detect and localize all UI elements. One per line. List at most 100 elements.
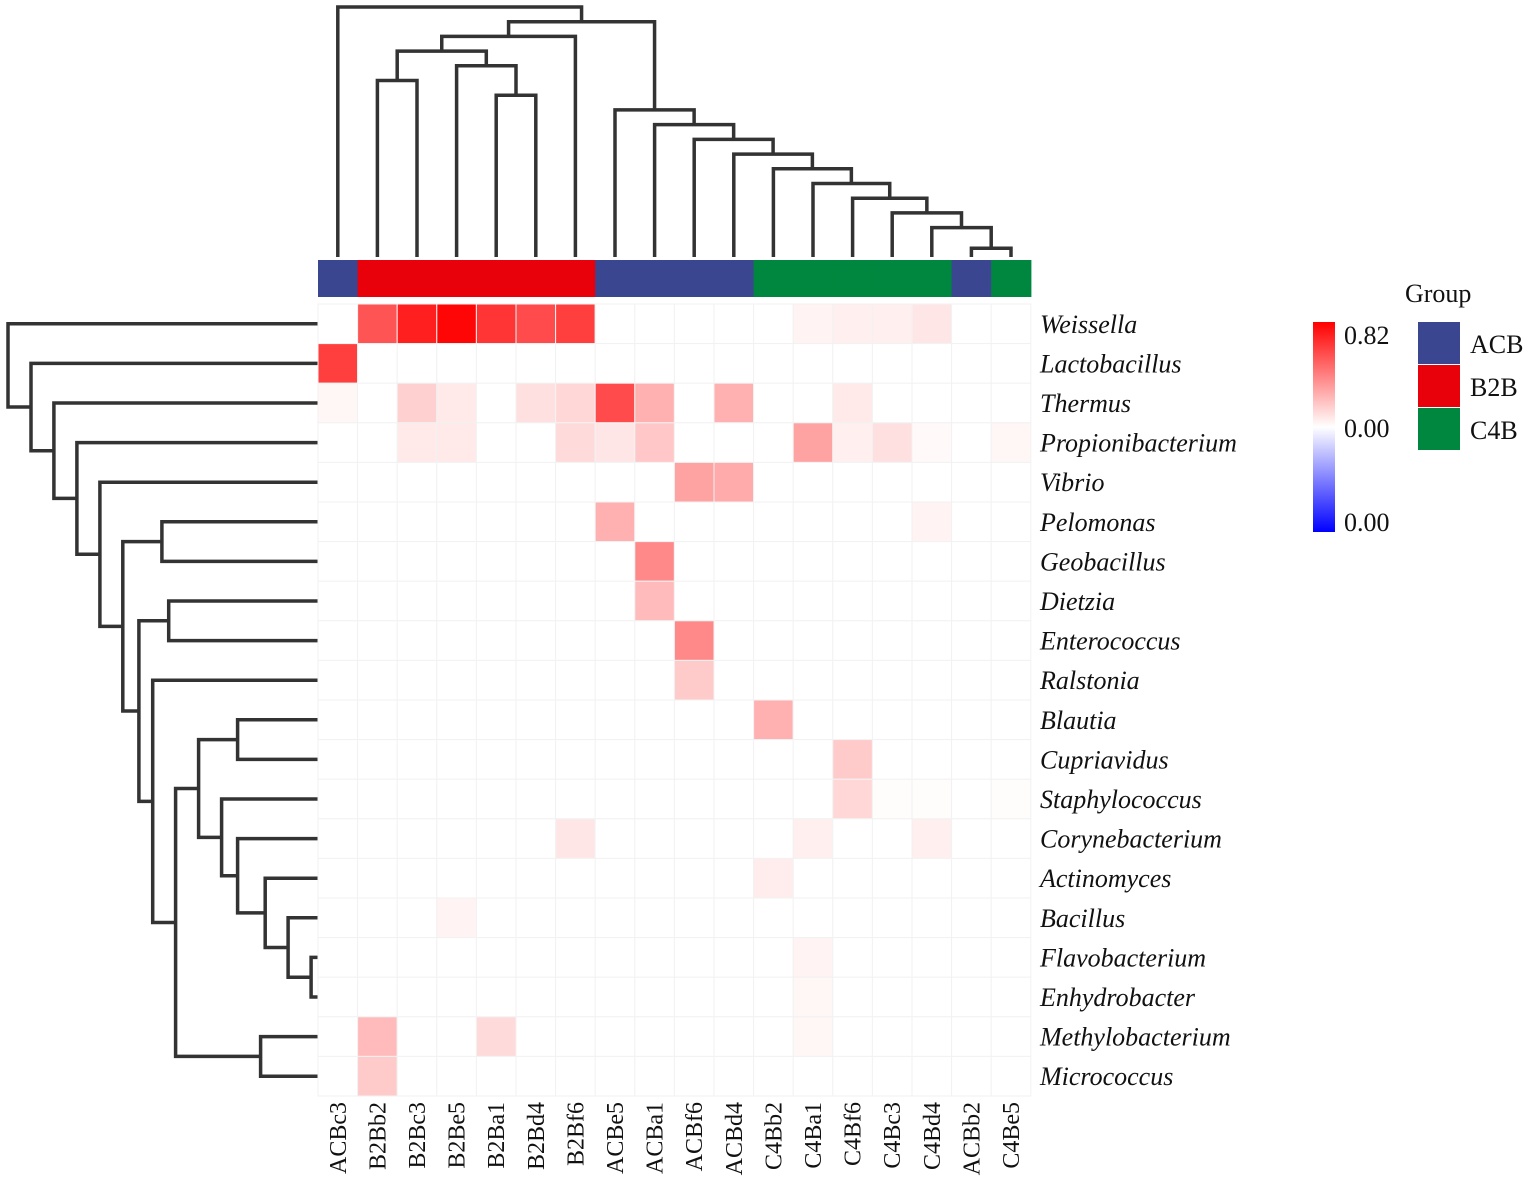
heatmap-cell bbox=[673, 659, 715, 701]
heatmap-cell bbox=[713, 343, 755, 384]
heatmap-cell bbox=[951, 897, 992, 939]
heatmap-cell bbox=[555, 937, 596, 978]
heatmap-cell bbox=[555, 739, 596, 780]
heatmap-cell bbox=[753, 857, 794, 899]
heatmap-cell bbox=[555, 303, 596, 345]
heatmap-cell bbox=[673, 620, 715, 661]
heatmap-cell bbox=[713, 937, 755, 978]
heatmap-cell bbox=[475, 422, 517, 463]
legend-label-c4b: C4B bbox=[1470, 416, 1518, 445]
heatmap-cell bbox=[357, 501, 398, 543]
heatmap-cell bbox=[515, 1055, 557, 1097]
heatmap-cell bbox=[871, 343, 913, 384]
heatmap-cell bbox=[871, 976, 913, 1018]
heatmap-cell bbox=[515, 778, 557, 820]
heatmap-cell bbox=[555, 699, 596, 741]
heatmap-cell bbox=[871, 461, 913, 503]
legend-swatch-acb bbox=[1418, 322, 1460, 364]
heatmap-cell bbox=[475, 620, 517, 661]
legend-swatch-b2b bbox=[1418, 365, 1460, 407]
heatmap-cell bbox=[475, 382, 517, 424]
row-label: Bacillus bbox=[1040, 904, 1125, 933]
heatmap-cell bbox=[475, 818, 517, 859]
heatmap-cell bbox=[436, 343, 477, 384]
heatmap-cell bbox=[951, 857, 992, 899]
heatmap-cell bbox=[832, 857, 873, 899]
heatmap-cell bbox=[990, 1016, 1032, 1057]
heatmap-cell bbox=[555, 422, 596, 463]
heatmap-cell bbox=[317, 303, 359, 345]
heatmap-cell bbox=[594, 461, 636, 503]
heatmap-cell bbox=[673, 937, 715, 978]
heatmap-cell bbox=[792, 382, 834, 424]
group-bar-segment bbox=[436, 260, 477, 297]
heatmap-cell bbox=[475, 303, 517, 345]
heatmap-cell bbox=[555, 818, 596, 859]
heatmap-cell bbox=[713, 501, 755, 543]
group-legend-title: Group bbox=[1405, 279, 1471, 308]
group-bar-segment bbox=[318, 260, 359, 297]
heatmap-cell bbox=[515, 659, 557, 701]
column-label: B2Bb2 bbox=[365, 1102, 391, 1170]
column-label: ACBd4 bbox=[722, 1102, 748, 1175]
heatmap-cell bbox=[515, 857, 557, 899]
heatmap-cell bbox=[436, 857, 477, 899]
heatmap-cell bbox=[396, 580, 438, 622]
heatmap-cell bbox=[436, 501, 477, 543]
heatmap-cell bbox=[990, 739, 1032, 780]
row-label: Propionibacterium bbox=[1039, 429, 1237, 458]
heatmap-cell bbox=[634, 897, 675, 939]
group-bar-segment bbox=[516, 260, 557, 297]
column-label: B2Be5 bbox=[445, 1102, 471, 1169]
heatmap-cell bbox=[634, 937, 675, 978]
heatmap-cell bbox=[634, 343, 675, 384]
heatmap-cell bbox=[713, 778, 755, 820]
heatmap-cell bbox=[475, 541, 517, 582]
heatmap-cell bbox=[753, 659, 794, 701]
heatmap-cell bbox=[515, 897, 557, 939]
legend-label-acb: ACB bbox=[1470, 330, 1523, 359]
heatmap-cell bbox=[871, 818, 913, 859]
heatmap-cell bbox=[475, 699, 517, 741]
heatmap-cell bbox=[594, 343, 636, 384]
heatmap-cell bbox=[990, 818, 1032, 859]
column-label: C4Bd4 bbox=[920, 1102, 946, 1170]
group-bar-segment bbox=[555, 260, 596, 297]
heatmap-cell bbox=[357, 382, 398, 424]
heatmap-cell bbox=[911, 343, 953, 384]
heatmap-cell bbox=[871, 739, 913, 780]
heatmap-cell bbox=[713, 1016, 755, 1057]
heatmap-cell bbox=[792, 699, 834, 741]
heatmap-cells bbox=[317, 303, 1032, 1097]
column-label: C4Ba1 bbox=[801, 1102, 827, 1169]
heatmap-cell bbox=[911, 541, 953, 582]
dendrogram-branch bbox=[850, 196, 929, 257]
heatmap-cell bbox=[317, 343, 359, 384]
heatmap-cell bbox=[753, 699, 794, 741]
heatmap-cell bbox=[871, 580, 913, 622]
dendrogram-branch bbox=[930, 225, 993, 257]
heatmap-cell bbox=[634, 501, 675, 543]
heatmap-cell bbox=[792, 1055, 834, 1097]
heatmap-cell bbox=[911, 739, 953, 780]
heatmap-cell bbox=[555, 541, 596, 582]
heatmap-cell bbox=[832, 303, 873, 345]
colorbar-min-label: 0.00 bbox=[1344, 508, 1390, 537]
row-label: Ralstonia bbox=[1039, 666, 1140, 695]
heatmap-cell bbox=[396, 1055, 438, 1097]
group-bar-segment bbox=[753, 260, 794, 297]
heatmap-cell bbox=[990, 857, 1032, 899]
heatmap-cell bbox=[911, 501, 953, 543]
heatmap-cell bbox=[396, 461, 438, 503]
heatmap-cell bbox=[792, 818, 834, 859]
heatmap-cell bbox=[673, 818, 715, 859]
heatmap-cell bbox=[357, 937, 398, 978]
heatmap-cell bbox=[357, 739, 398, 780]
column-label: C4Bf6 bbox=[841, 1102, 867, 1166]
heatmap-cell bbox=[871, 422, 913, 463]
heatmap-cell bbox=[396, 897, 438, 939]
heatmap-cell bbox=[317, 382, 359, 424]
heatmap-cell bbox=[634, 382, 675, 424]
